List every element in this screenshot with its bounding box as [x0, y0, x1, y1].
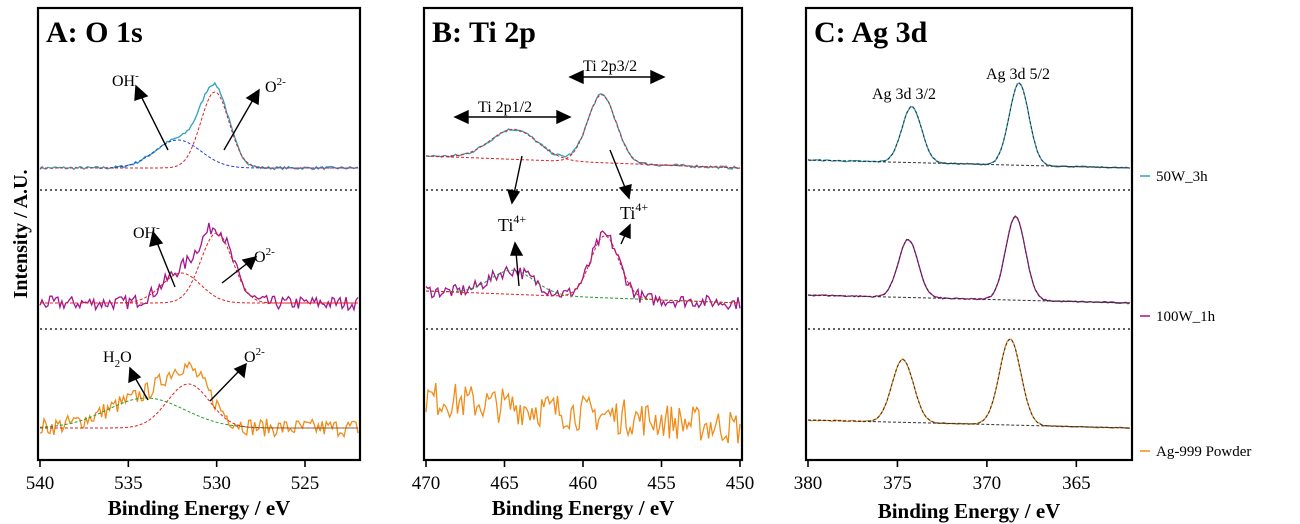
legend-label-50w: 50W_3h: [1156, 169, 1208, 185]
x-tick-label: 465: [490, 473, 519, 494]
spectrum-line-100w-1h: [39, 222, 359, 313]
spectrum-line-ag-999-powder: [39, 360, 359, 439]
component-peak-fit: [40, 91, 358, 169]
component-peak-fit: [425, 94, 741, 169]
component-peak-fit: [40, 232, 358, 304]
panel-c-labels: Ag 3d 3/2 Ag 3d 5/2: [872, 66, 1050, 103]
component-peak-fit: [807, 106, 1131, 169]
annot-oh-2: OH-: [133, 222, 160, 242]
y-axis-label: Intensity / A.U.: [10, 170, 32, 299]
spectrum-line-50w-3h: [39, 81, 359, 171]
component-peak-fit: [807, 338, 1131, 429]
panel-a-annotations: [128, 84, 260, 402]
separators: [40, 189, 1130, 330]
legend-label-ag999: Ag-999 Powder: [1156, 444, 1251, 460]
panel-b-xlabel: Binding Energy / eV: [492, 496, 675, 520]
component-peak-fit: [807, 358, 1131, 429]
component-peak-fit: [426, 128, 741, 169]
x-tick-label: 450: [726, 473, 755, 494]
component-peak-fit: [807, 239, 1131, 304]
x-tick-label: 530: [202, 473, 231, 494]
spectrum-line-ag-999-powder: [425, 383, 741, 444]
annot-ag3d32: Ag 3d 3/2: [872, 86, 936, 103]
component-peak-fit: [40, 383, 358, 429]
annot-ti2p32: Ti 2p3/2: [583, 58, 637, 75]
panel-c-xlabel: Binding Energy / eV: [878, 499, 1061, 523]
annot-o2-3: O2-: [244, 346, 265, 366]
component-peak-fit: [425, 269, 741, 304]
panel-a-title: A: O 1s: [46, 16, 143, 49]
component-peak-fit: [40, 139, 358, 169]
annot-oh-1: OH-: [112, 70, 139, 90]
annot-o2-2: O2-: [254, 246, 275, 266]
x-tick-label: 535: [114, 473, 143, 494]
panel-a-labels: OH- O2- OH- O2- H2O O2-: [103, 70, 286, 370]
legend-label-100w: 100W_1h: [1156, 309, 1216, 325]
panel-b-annotations: [453, 69, 666, 287]
component-peak-fit: [807, 82, 1131, 169]
annot-o2-1: O2-: [265, 76, 286, 96]
spectra: [39, 81, 1131, 444]
panel-b-labels: Ti 2p1/2 Ti 2p3/2 Ti4+ Ti4+: [478, 58, 648, 235]
component-peak-fit: [39, 397, 358, 429]
x-tick-label: 525: [291, 473, 320, 494]
component-peak-fit: [40, 272, 358, 304]
panel-a-frame: [36, 6, 362, 462]
x-tick-label: 365: [1062, 473, 1091, 494]
spectrum-line-ag-999-powder: [807, 338, 1131, 430]
x-tick-label: 375: [883, 473, 912, 494]
panel-c-frame: [804, 6, 1134, 462]
spectrum-line-100w-1h: [807, 215, 1131, 305]
axis-ticks: 540 535 530 525 470 465 460 455 450 380 375 370 365: [26, 460, 1091, 494]
x-tick-label: 540: [26, 473, 55, 494]
x-tick-label: 455: [647, 473, 676, 494]
panel-b-title: B: Ti 2p: [432, 16, 536, 49]
x-tick-label: 380: [794, 473, 823, 494]
annot-ti4-2: Ti4+: [620, 200, 648, 223]
x-tick-label: 460: [569, 473, 598, 494]
spectrum-line-50w-3h: [807, 82, 1131, 169]
panel-c-title: C: Ag 3d: [814, 16, 928, 49]
panel-a-xlabel: Binding Energy / eV: [108, 496, 291, 520]
annot-ti2p12: Ti 2p1/2: [478, 99, 532, 116]
annot-ag3d52: Ag 3d 5/2: [986, 66, 1050, 83]
x-tick-label: 470: [412, 473, 441, 494]
component-peak-fit: [425, 235, 741, 304]
annot-ti4-1: Ti4+: [498, 212, 526, 235]
x-tick-label: 370: [973, 473, 1002, 494]
component-peak-fit: [807, 215, 1131, 304]
annot-h2o: H2O: [103, 349, 132, 370]
legend: 50W_3h 100W_1h Ag-999 Powder: [1140, 169, 1251, 460]
